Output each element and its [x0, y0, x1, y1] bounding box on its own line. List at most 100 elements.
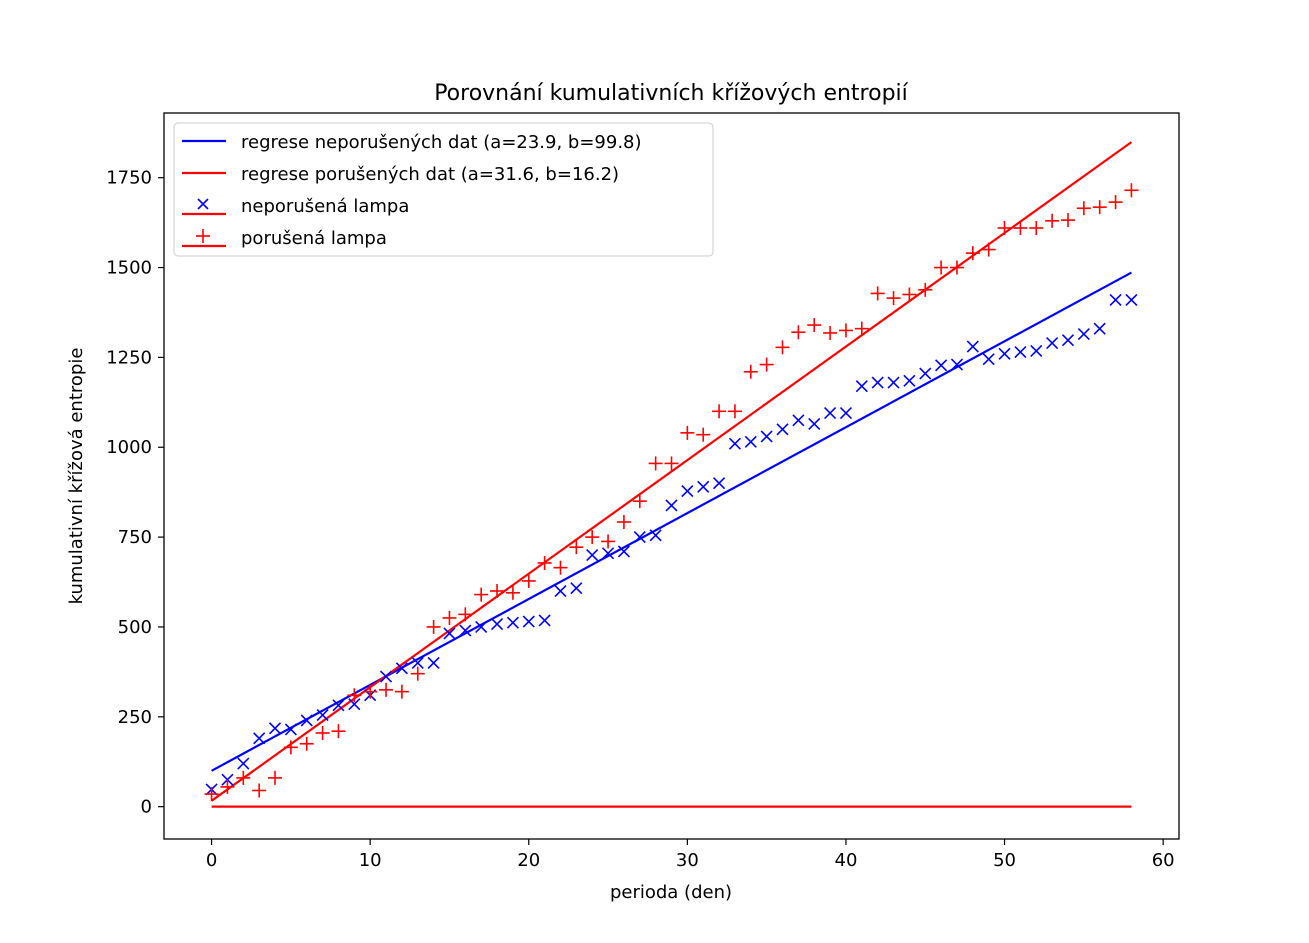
- blue-x-point: [1046, 336, 1059, 350]
- y-axis: 0 250 500 750 1000 1250 1500 1750: [106, 168, 164, 818]
- blue-x-point: [459, 624, 472, 637]
- red-plus-point: [997, 221, 1012, 236]
- red-plus-point: [965, 246, 980, 261]
- blue-x-point: [1109, 293, 1122, 306]
- legend-label-red-regression: regrese porušených dat (a=31.6, b=16.2): [241, 164, 619, 185]
- red-plus-point: [268, 770, 283, 785]
- blue-x-point: [808, 417, 821, 430]
- legend-swatch-red-marker: [182, 229, 226, 248]
- blue-x-point: [1125, 293, 1138, 306]
- red-plus-point: [299, 736, 314, 751]
- red-plus-point: [648, 456, 663, 471]
- blue-x-point: [221, 773, 234, 786]
- red-plus-point: [854, 321, 869, 336]
- x-tick-label: 0: [206, 850, 217, 871]
- blue-x-point: [411, 656, 424, 669]
- blue-x-point: [1030, 344, 1043, 357]
- blue-x-point: [300, 714, 313, 727]
- blue-x-point: [601, 547, 615, 560]
- blue-x-point: [776, 423, 789, 436]
- blue-x-point: [728, 437, 742, 450]
- red-plus-point: [363, 684, 378, 699]
- axes-frame: [163, 112, 1180, 840]
- blue-x-point: [903, 374, 916, 387]
- x-tick-label: 40: [835, 850, 858, 871]
- x-tick-label: 20: [517, 850, 540, 871]
- blue-x-point: [253, 732, 266, 745]
- blue-x-point: [681, 485, 694, 498]
- red-plus-point: [553, 560, 568, 575]
- plot-area: [204, 141, 1139, 808]
- y-tick-label: 250: [118, 707, 152, 728]
- red-plus-point: [379, 682, 394, 697]
- blue-x-point: [395, 662, 408, 675]
- red-plus-point: [823, 325, 838, 340]
- red-plus-point: [664, 456, 679, 471]
- red-plus-point: [537, 555, 552, 570]
- red-plus-point: [601, 534, 616, 549]
- red-plus-point: [1108, 195, 1123, 210]
- blue-x-point: [649, 529, 662, 542]
- series-line-0: [211, 271, 1132, 772]
- blue-x-point: [522, 615, 535, 628]
- red-plus-point: [1045, 213, 1060, 228]
- y-tick-label: 1000: [106, 437, 152, 458]
- blue-x-point: [570, 582, 583, 595]
- blue-x-point: [237, 757, 250, 770]
- blue-x-point: [824, 407, 837, 420]
- red-plus-point: [632, 494, 647, 509]
- red-plus-point: [394, 684, 409, 699]
- red-plus-point: [1124, 183, 1139, 198]
- red-plus-point: [775, 340, 790, 355]
- red-plus-point: [426, 619, 441, 634]
- red-plus-point: [759, 357, 774, 372]
- red-plus-point: [283, 740, 298, 755]
- x-tick-label: 60: [1152, 850, 1175, 871]
- blue-x-point: [1061, 334, 1075, 347]
- blue-x-point: [855, 380, 868, 393]
- red-plus-point: [727, 404, 742, 419]
- y-tick-label: 1750: [106, 168, 152, 189]
- x-axis-label: perioda (den): [610, 882, 732, 903]
- red-plus-point: [886, 291, 901, 306]
- red-plus-point: [870, 286, 885, 301]
- blue-x-point: [966, 340, 979, 353]
- blue-x-point: [1093, 322, 1106, 335]
- red-plus-point: [791, 325, 806, 340]
- blue-x-point: [871, 376, 884, 389]
- x-tick-label: 50: [993, 850, 1016, 871]
- blue-x-point: [490, 618, 504, 631]
- blue-x-point: [760, 430, 773, 443]
- blue-x-point: [792, 414, 805, 427]
- red-plus-point: [204, 787, 219, 802]
- y-tick-label: 750: [118, 527, 152, 548]
- red-plus-point: [616, 515, 631, 530]
- y-tick-label: 1250: [106, 347, 152, 368]
- red-plus-point: [347, 688, 362, 703]
- blue-x-point: [475, 620, 488, 634]
- y-tick-label: 1500: [106, 258, 152, 279]
- legend-swatch-blue-marker: [182, 198, 226, 216]
- red-plus-point: [315, 725, 330, 740]
- blue-x-point: [950, 358, 964, 371]
- red-plus-point: [807, 318, 822, 333]
- x-tick-label: 10: [359, 850, 382, 871]
- blue-x-point: [284, 723, 297, 736]
- blue-x-point: [1014, 345, 1027, 359]
- red-plus-point: [1076, 201, 1091, 216]
- legend-label-blue-regression: regrese neporušených dat (a=23.9, b=99.8…: [241, 132, 642, 153]
- blue-x-point: [887, 376, 900, 389]
- red-plus-point: [1013, 221, 1028, 236]
- blue-x-point: [1077, 327, 1090, 341]
- blue-x-point: [998, 347, 1011, 360]
- blue-x-point: [744, 435, 757, 448]
- chart-title: Porovnání kumulativních křížových entrop…: [434, 81, 908, 106]
- blue-x-point: [379, 670, 393, 683]
- red-plus-point: [252, 783, 267, 798]
- legend-label-red-scatter: porušená lampa: [241, 228, 387, 249]
- blue-x-point: [665, 499, 678, 512]
- red-plus-point: [696, 427, 711, 442]
- red-plus-point: [585, 530, 600, 545]
- y-tick-label: 500: [118, 617, 152, 638]
